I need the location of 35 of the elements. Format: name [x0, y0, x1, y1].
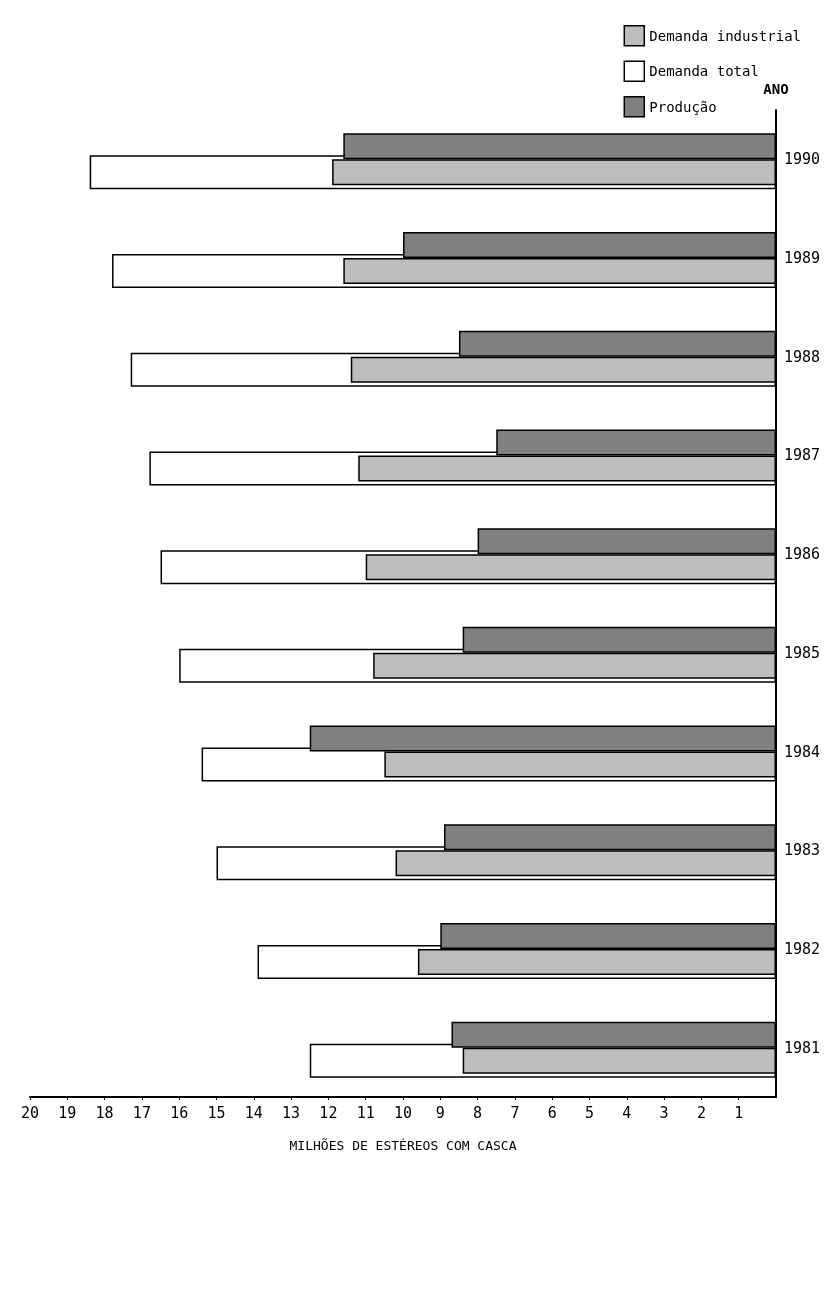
- x-tick-label: 7: [510, 1103, 520, 1122]
- x-tick-label: 14: [244, 1103, 263, 1122]
- x-tick-label: 3: [659, 1103, 669, 1122]
- x-tick-label: 8: [473, 1103, 483, 1122]
- legend-label: Produção: [649, 98, 717, 115]
- legend-label: Demanda total: [649, 63, 759, 80]
- x-tick-label: 11: [356, 1103, 375, 1122]
- y-tick-label: 1988: [784, 347, 821, 366]
- x-tick-label: 20: [20, 1103, 40, 1122]
- x-tick-label: 13: [282, 1103, 301, 1122]
- legend-label: Demanda industrial: [649, 27, 801, 44]
- y-tick-label: 1982: [784, 939, 821, 958]
- x-tick-label: 9: [435, 1103, 445, 1122]
- x-tick-label: 6: [547, 1103, 557, 1122]
- y-tick-label: 1983: [784, 841, 821, 860]
- x-axis-title: MILHÕES DE ESTÉREOS COM CASCA: [289, 1138, 517, 1153]
- y-tick-label: 1984: [784, 742, 821, 761]
- y-tick-label: 1986: [784, 545, 821, 564]
- x-tick-label: 4: [622, 1103, 632, 1122]
- y-tick-label: 1985: [784, 643, 821, 662]
- x-tick-label: 1: [734, 1103, 744, 1122]
- y-axis-title: ANO: [763, 81, 789, 97]
- y-tick-label: 1987: [784, 446, 821, 465]
- x-tick-label: 10: [393, 1103, 413, 1122]
- x-tick-label: 5: [584, 1103, 595, 1122]
- x-tick-label: 17: [132, 1103, 151, 1122]
- x-tick-label: 16: [170, 1103, 189, 1122]
- x-tick-label: 15: [207, 1103, 226, 1122]
- y-tick-label: 1990: [784, 150, 821, 169]
- x-tick-label: 18: [95, 1103, 114, 1122]
- y-tick-label: 1981: [784, 1038, 821, 1057]
- y-tick-label: 1989: [784, 249, 821, 268]
- x-tick-label: 12: [319, 1103, 338, 1122]
- x-tick-label: 2: [696, 1103, 706, 1122]
- x-tick-label: 19: [58, 1103, 77, 1122]
